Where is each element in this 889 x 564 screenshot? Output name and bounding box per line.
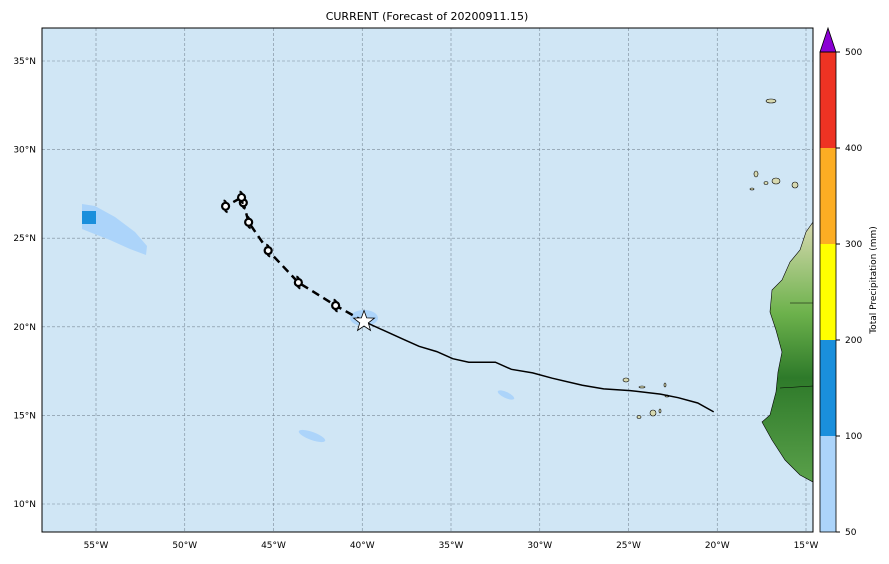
colorbar-tick-label: 100 — [845, 432, 862, 442]
colorbar-extend-arrow — [819, 26, 837, 53]
colorbar-tick-label: 500 — [845, 48, 862, 58]
lon-tick-label: 55°W — [84, 541, 109, 551]
lon-tick-label: 35°W — [439, 541, 464, 551]
colorbar: 50 100 200 300 400 500 — [819, 26, 862, 538]
colorbar-label: Total Precipitation (mm) — [869, 226, 879, 335]
colorbar-tick-label: 300 — [845, 240, 862, 250]
colorbar-segment — [820, 340, 836, 436]
hurricane-symbol-icon — [263, 243, 273, 258]
colorbar-segment — [820, 244, 836, 340]
lat-tick-label: 25°N — [13, 234, 36, 244]
hurricane-symbol-icon — [331, 298, 341, 313]
colorbar-tick-label: 50 — [845, 528, 857, 538]
colorbar-tick-label: 400 — [845, 144, 862, 154]
lon-tick-label: 25°W — [616, 541, 641, 551]
ocean — [42, 28, 813, 532]
colorbar-tick-label: 200 — [845, 336, 862, 346]
forecast-track-line — [224, 195, 365, 323]
current-position-star-icon — [352, 309, 376, 332]
lon-tick-label: 45°W — [261, 541, 286, 551]
hurricane-symbol-icon — [236, 190, 247, 205]
lat-tick-label: 20°N — [13, 323, 36, 333]
chart-title: CURRENT (Forecast of 20200911.15) — [326, 10, 529, 23]
lat-tick-label: 30°N — [13, 146, 36, 156]
lon-tick-label: 15°W — [794, 541, 819, 551]
colorbar-segment — [820, 148, 836, 244]
colorbar-segment — [820, 436, 836, 532]
lat-tick-label: 10°N — [13, 500, 36, 510]
islands — [622, 98, 799, 419]
lat-tick-label: 15°N — [13, 411, 36, 421]
hurricane-symbol-icon — [220, 199, 231, 214]
hurricane-symbol-icon — [293, 275, 303, 290]
lon-tick-label: 50°W — [172, 541, 197, 551]
hurricane-symbol-icon — [244, 215, 254, 230]
colorbar-segment — [820, 52, 836, 148]
lon-tick-label: 20°W — [705, 541, 730, 551]
lat-tick-label: 35°N — [13, 57, 36, 67]
map-frame — [41, 27, 814, 533]
past-track-line — [363, 320, 715, 413]
africa-landmass — [761, 221, 813, 483]
lon-tick-label: 30°W — [527, 541, 552, 551]
lon-tick-label: 40°W — [350, 541, 375, 551]
